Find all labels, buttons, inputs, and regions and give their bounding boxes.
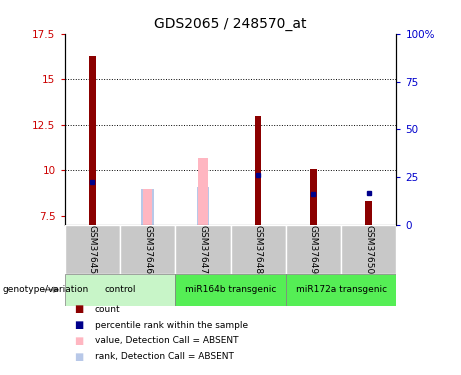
Bar [310, 168, 317, 225]
Title: GDS2065 / 248570_at: GDS2065 / 248570_at [154, 17, 307, 32]
Bar [175, 274, 286, 306]
Bar [286, 225, 341, 274]
Bar [90, 183, 95, 225]
Bar [311, 194, 316, 225]
Text: miR172a transgenic: miR172a transgenic [296, 285, 387, 294]
Bar [142, 189, 153, 225]
Text: GSM37649: GSM37649 [309, 225, 318, 274]
Text: miR164b transgenic: miR164b transgenic [185, 285, 276, 294]
Text: control: control [104, 285, 136, 294]
Bar [341, 225, 396, 274]
Text: GSM37647: GSM37647 [198, 225, 207, 274]
Text: percentile rank within the sample: percentile rank within the sample [95, 321, 248, 330]
Text: GSM37646: GSM37646 [143, 225, 152, 274]
Bar [366, 201, 372, 225]
Bar [198, 158, 208, 225]
Bar [65, 225, 120, 274]
Text: ■: ■ [74, 352, 83, 362]
Text: GSM37648: GSM37648 [254, 225, 263, 274]
Bar [120, 225, 175, 274]
Text: ■: ■ [74, 336, 83, 346]
Bar [256, 176, 260, 225]
Text: count: count [95, 305, 120, 314]
Text: rank, Detection Call = ABSENT: rank, Detection Call = ABSENT [95, 352, 233, 361]
Bar [197, 187, 209, 225]
Bar [142, 189, 154, 225]
Text: ■: ■ [74, 320, 83, 330]
Text: ■: ■ [74, 304, 83, 314]
Bar [175, 225, 230, 274]
Text: GSM37645: GSM37645 [88, 225, 97, 274]
Bar [89, 56, 95, 225]
Bar [230, 225, 286, 274]
Text: GSM37650: GSM37650 [364, 225, 373, 274]
Bar [286, 274, 396, 306]
Bar [65, 274, 175, 306]
Bar [255, 116, 261, 225]
Text: value, Detection Call = ABSENT: value, Detection Call = ABSENT [95, 336, 238, 345]
Text: genotype/variation: genotype/variation [2, 285, 89, 294]
